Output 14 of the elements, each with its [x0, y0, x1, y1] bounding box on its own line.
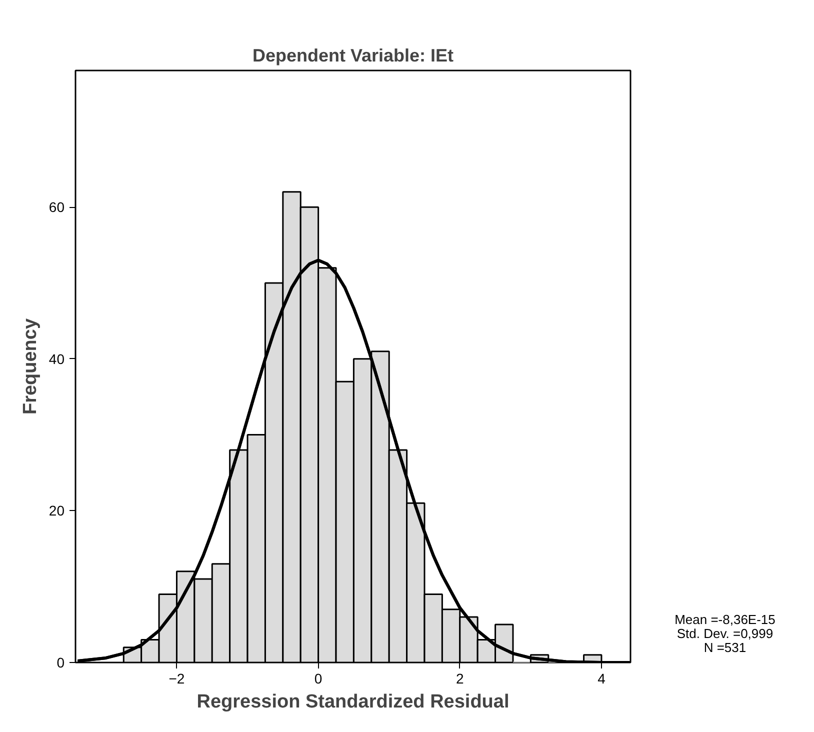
text: Mean =-8,36E-15: [674, 612, 776, 627]
y-tick-label: 20: [48, 502, 65, 519]
x-tick-label: −2: [168, 670, 185, 686]
x-axis-title: Regression Standardized Residual: [196, 692, 510, 712]
y-tick-label: 60: [48, 199, 65, 216]
y-axis-title: Frequency: [20, 318, 41, 415]
chart-title: Dependent Variable: IEt: [252, 46, 454, 66]
y-tick-label: 40: [48, 350, 65, 367]
text: N =531: [704, 640, 746, 655]
y-tick-label: 0: [56, 654, 65, 670]
x-tick-label: 2: [456, 670, 464, 686]
text: Std. Dev. =0,999: [676, 626, 774, 641]
x-tick-label: 0: [314, 670, 322, 686]
x-tick-label: 4: [598, 670, 606, 686]
